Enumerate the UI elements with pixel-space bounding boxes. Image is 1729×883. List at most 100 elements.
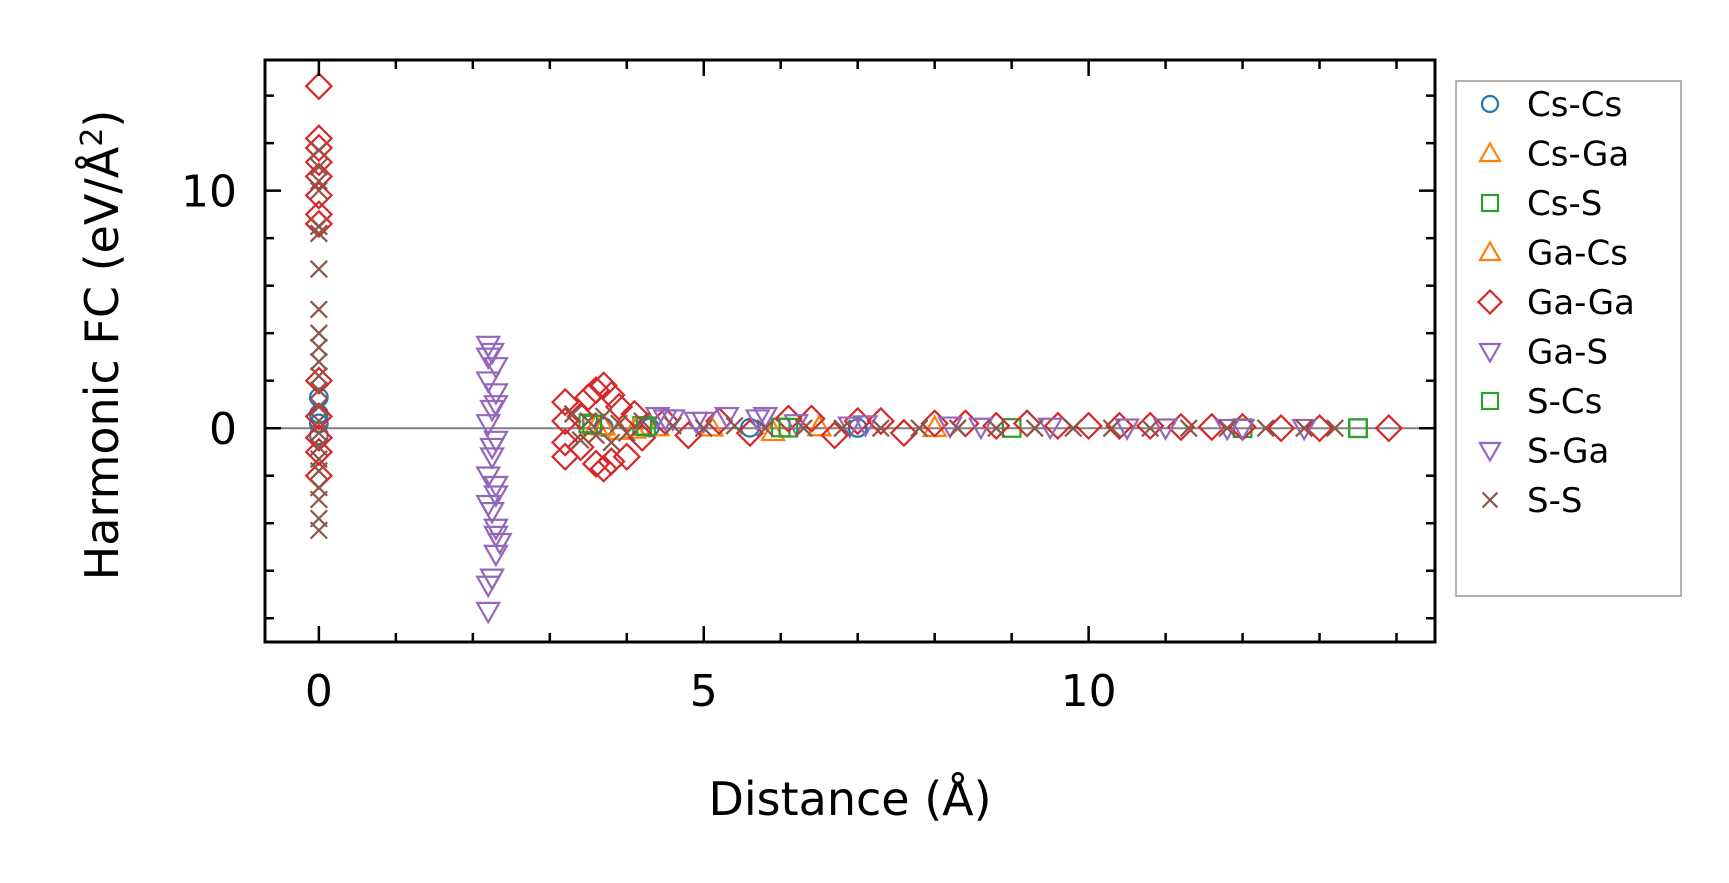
y-axis-label-close: ) xyxy=(75,110,129,128)
plot-frame xyxy=(263,58,1437,644)
legend-entry-label: Ga-Ga xyxy=(1527,283,1635,323)
data-point xyxy=(304,133,334,163)
data-point xyxy=(304,200,334,229)
y-tick-label: 0 xyxy=(209,404,237,455)
legend-marker xyxy=(1480,94,1500,114)
data-point xyxy=(304,162,334,191)
data-point xyxy=(1374,413,1404,443)
data-point xyxy=(475,494,502,518)
data-point xyxy=(1037,417,1064,441)
data-point xyxy=(1102,419,1121,438)
series-ga-ga xyxy=(304,71,1404,490)
data-point xyxy=(479,437,505,461)
data-point xyxy=(309,157,328,176)
data-point xyxy=(483,395,509,418)
data-point xyxy=(309,397,328,416)
data-point xyxy=(304,366,334,395)
data-point xyxy=(479,447,505,470)
data-point xyxy=(574,383,603,412)
data-point xyxy=(304,147,334,177)
data-point xyxy=(652,409,679,432)
data-point xyxy=(633,412,652,431)
data-point xyxy=(309,423,328,442)
y-axis-label-main: Harmonic FC (eV/Å xyxy=(75,146,129,580)
x-axis-label: Distance (Å) xyxy=(708,772,991,826)
data-point xyxy=(713,406,740,430)
data-point xyxy=(304,209,334,239)
data-point xyxy=(752,406,779,430)
legend-marker xyxy=(1478,342,1502,364)
data-point xyxy=(586,426,606,445)
data-point xyxy=(483,525,509,549)
data-point xyxy=(309,352,328,371)
data-point xyxy=(1291,418,1318,442)
data-point xyxy=(1218,419,1237,438)
data-point xyxy=(309,300,328,319)
data-point xyxy=(581,449,611,479)
data-point xyxy=(589,371,618,400)
data-point xyxy=(1295,419,1314,438)
y-axis-label: Harmonic FC (eV/Å2) xyxy=(75,110,129,581)
data-point xyxy=(304,181,334,210)
data-point xyxy=(756,419,775,438)
x-tick-label: 10 xyxy=(1061,666,1117,717)
data-point xyxy=(806,413,833,437)
data-point xyxy=(475,371,502,394)
data-point xyxy=(309,338,328,357)
legend-marker xyxy=(1481,491,1499,509)
tick-labels: 0 5 10 0 10 xyxy=(181,167,1117,717)
x-tick-label: 0 xyxy=(305,666,333,717)
data-point xyxy=(475,414,502,437)
data-point xyxy=(581,375,611,405)
data-point xyxy=(1266,413,1296,443)
data-point xyxy=(1105,411,1134,441)
data-point xyxy=(704,406,734,436)
legend-entry-label: S-S xyxy=(1527,481,1582,521)
data-point xyxy=(604,392,634,422)
data-point xyxy=(550,387,580,417)
data-point xyxy=(589,454,618,483)
data-point xyxy=(304,124,334,153)
data-point xyxy=(794,419,813,438)
legend-entry-label: Ga-S xyxy=(1527,333,1608,373)
legend-entry-label: Cs-S xyxy=(1527,184,1602,224)
data-point xyxy=(778,417,799,438)
data-point xyxy=(1025,419,1044,438)
data-point xyxy=(1348,418,1368,439)
legend-marker xyxy=(1478,240,1502,262)
data-point xyxy=(1166,412,1196,442)
data-point xyxy=(309,260,328,279)
data-point xyxy=(1214,418,1241,442)
data-point xyxy=(486,532,513,556)
data-point xyxy=(309,490,328,509)
legend-marker xyxy=(1478,441,1502,463)
data-point xyxy=(948,419,967,438)
axis-ticks xyxy=(265,60,1435,642)
data-point xyxy=(1152,418,1179,441)
data-point xyxy=(1114,418,1141,441)
data-point xyxy=(550,428,580,457)
data-point xyxy=(309,217,328,236)
data-point xyxy=(483,357,509,380)
data-point xyxy=(1325,419,1344,438)
data-point xyxy=(475,347,502,371)
data-point xyxy=(550,406,580,436)
data-point xyxy=(597,447,626,476)
data-point xyxy=(871,419,890,438)
x-tick-label: 5 xyxy=(690,666,718,717)
legend-marker xyxy=(1480,193,1500,213)
data-point xyxy=(483,544,509,568)
data-point xyxy=(304,423,334,452)
legend-entry-label: Cs-Ga xyxy=(1527,135,1629,175)
data-point xyxy=(910,419,929,438)
data-point xyxy=(594,407,613,426)
data-point xyxy=(627,423,657,452)
data-point xyxy=(852,415,879,438)
data-point xyxy=(617,423,636,442)
data-point xyxy=(1135,411,1165,441)
legend-marker xyxy=(1478,141,1502,163)
data-point xyxy=(833,419,852,438)
legend-marker xyxy=(1476,288,1504,316)
data-point xyxy=(475,601,502,625)
data-point xyxy=(309,224,328,243)
